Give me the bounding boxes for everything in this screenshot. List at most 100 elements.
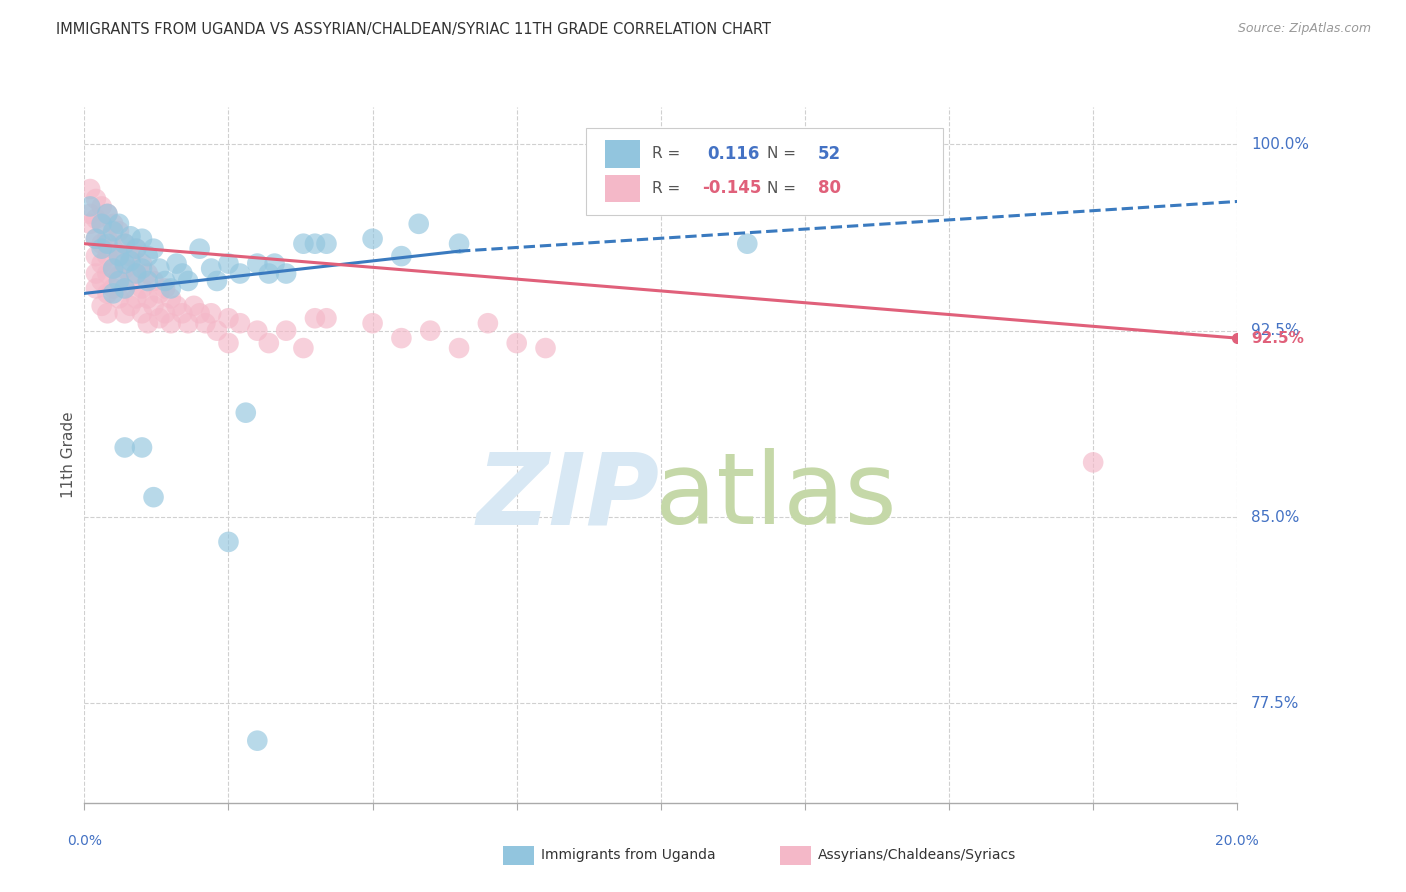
- Point: [90, 217, 112, 231]
- Point: [84, 281, 107, 295]
- Point: [96, 267, 118, 281]
- Point: [361, 232, 384, 246]
- Point: [103, 286, 124, 301]
- Point: [172, 306, 194, 320]
- Point: [108, 224, 131, 238]
- Text: 100.0%: 100.0%: [1251, 136, 1309, 152]
- Point: [103, 261, 124, 276]
- Point: [114, 441, 136, 455]
- Point: [96, 207, 118, 221]
- Point: [114, 256, 136, 270]
- Point: [108, 249, 131, 263]
- Point: [200, 306, 222, 320]
- Point: [131, 256, 153, 270]
- Point: [125, 267, 148, 281]
- Point: [90, 256, 112, 270]
- Point: [90, 236, 112, 251]
- Point: [217, 256, 239, 270]
- Point: [131, 441, 153, 455]
- Point: [419, 324, 441, 338]
- Point: [90, 217, 112, 231]
- Point: [79, 207, 101, 221]
- Point: [257, 267, 280, 281]
- Text: Immigrants from Uganda: Immigrants from Uganda: [541, 848, 716, 863]
- Text: N =: N =: [766, 146, 796, 161]
- Text: Source: ZipAtlas.com: Source: ZipAtlas.com: [1237, 22, 1371, 36]
- Point: [737, 236, 759, 251]
- Point: [108, 291, 131, 305]
- Point: [148, 261, 170, 276]
- Point: [229, 316, 252, 330]
- Point: [246, 733, 269, 747]
- Point: [177, 274, 200, 288]
- Text: 0.0%: 0.0%: [67, 834, 101, 848]
- FancyBboxPatch shape: [606, 140, 640, 168]
- Point: [153, 306, 176, 320]
- Point: [108, 217, 131, 231]
- Text: IMMIGRANTS FROM UGANDA VS ASSYRIAN/CHALDEAN/SYRIAC 11TH GRADE CORRELATION CHART: IMMIGRANTS FROM UGANDA VS ASSYRIAN/CHALD…: [56, 22, 772, 37]
- Point: [79, 182, 101, 196]
- Point: [131, 232, 153, 246]
- Point: [90, 274, 112, 288]
- Point: [292, 236, 315, 251]
- Point: [125, 242, 148, 256]
- Point: [96, 286, 118, 301]
- Point: [79, 199, 101, 213]
- Point: [103, 224, 124, 238]
- Point: [447, 236, 470, 251]
- Point: [114, 306, 136, 320]
- Text: R =: R =: [651, 146, 681, 161]
- Point: [136, 267, 159, 281]
- Point: [160, 291, 183, 305]
- Point: [84, 211, 107, 226]
- Point: [172, 267, 194, 281]
- Point: [90, 199, 112, 213]
- Point: [103, 261, 124, 276]
- Point: [120, 299, 142, 313]
- Text: ZIP: ZIP: [477, 448, 659, 545]
- Point: [142, 490, 165, 504]
- Point: [166, 299, 188, 313]
- Point: [148, 286, 170, 301]
- Point: [183, 299, 205, 313]
- Text: 85.0%: 85.0%: [1251, 509, 1299, 524]
- Text: R =: R =: [651, 181, 681, 196]
- Point: [84, 267, 107, 281]
- Point: [408, 217, 430, 231]
- Point: [205, 324, 228, 338]
- Point: [246, 324, 269, 338]
- Point: [1081, 455, 1104, 469]
- Point: [315, 311, 337, 326]
- Point: [120, 229, 142, 244]
- Point: [103, 242, 124, 256]
- Point: [90, 242, 112, 256]
- Point: [142, 274, 165, 288]
- Point: [447, 341, 470, 355]
- Text: -0.145: -0.145: [703, 179, 762, 197]
- Point: [205, 274, 228, 288]
- Text: 20.0%: 20.0%: [1215, 834, 1260, 848]
- Point: [177, 316, 200, 330]
- Point: [160, 281, 183, 295]
- Point: [263, 256, 285, 270]
- Text: 80: 80: [818, 179, 841, 197]
- Point: [103, 217, 124, 231]
- Point: [103, 281, 124, 295]
- Point: [131, 261, 153, 276]
- Point: [114, 281, 136, 295]
- Point: [108, 268, 131, 283]
- Point: [534, 341, 557, 355]
- Point: [148, 311, 170, 326]
- Point: [361, 316, 384, 330]
- Point: [125, 267, 148, 281]
- Point: [90, 299, 112, 313]
- Point: [120, 249, 142, 263]
- Point: [131, 281, 153, 295]
- Point: [108, 249, 131, 263]
- FancyBboxPatch shape: [586, 128, 943, 215]
- Text: atlas: atlas: [655, 448, 897, 545]
- Text: 92.5%: 92.5%: [1251, 331, 1303, 345]
- Point: [166, 256, 188, 270]
- Point: [96, 207, 118, 221]
- Point: [136, 291, 159, 305]
